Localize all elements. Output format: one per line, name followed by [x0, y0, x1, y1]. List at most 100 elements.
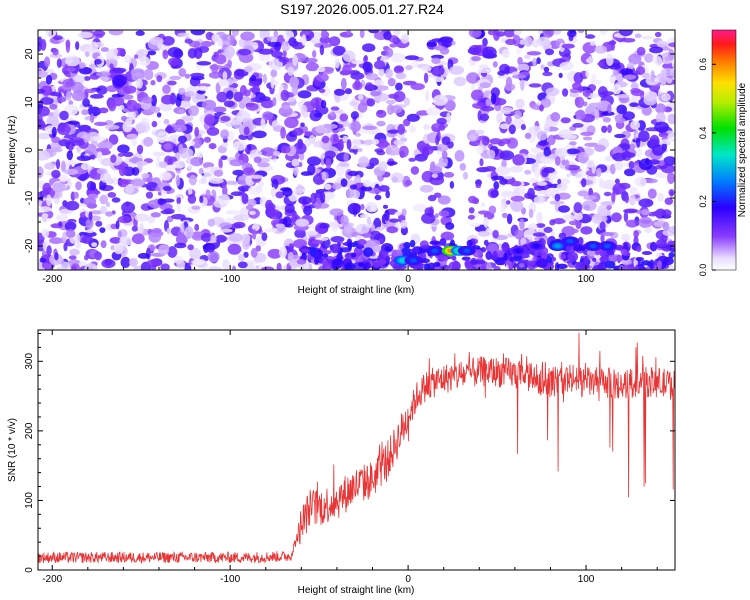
spectrogram-cell: [213, 169, 224, 177]
spectrogram-cell: [655, 103, 666, 114]
spectrogram-cell: [305, 57, 318, 64]
spectrogram-cell: [605, 260, 616, 269]
spectrogram-cell: [461, 256, 471, 261]
spectrogram-cell: [437, 143, 449, 152]
spectrogram-cell: [398, 145, 409, 158]
spectrogram-cell: [526, 51, 542, 56]
spectrogram-cell: [452, 261, 461, 270]
spectrogram-cell: [190, 72, 205, 79]
spectrogram-cell: [81, 235, 94, 244]
spectrogram-cell: [71, 265, 77, 270]
spectrogram-cell: [101, 258, 116, 269]
spectrogram-cell: [444, 99, 456, 112]
spectrogram-cell: [41, 228, 50, 238]
spectrogram-cell: [400, 34, 409, 44]
spectrogram-cell: [441, 150, 448, 160]
spectrogram-cell: [492, 229, 499, 239]
spectrogram-cell: [131, 167, 140, 176]
spectrogram-cell: [505, 115, 512, 125]
spectrogram-cell: [192, 259, 205, 266]
spectrogram-cell: [511, 71, 520, 76]
spectrogram-cell: [536, 181, 548, 186]
spectrogram-cell: [423, 123, 430, 130]
spectrogram-cell: [339, 113, 349, 122]
spectrogram-cell: [194, 126, 200, 137]
spectrogram-cell: [438, 210, 450, 218]
spectrogram-cell: [56, 266, 66, 270]
y-tick-label: 300: [24, 353, 35, 370]
spectrogram-cell: [92, 30, 106, 37]
spectrogram-cell: [562, 88, 569, 97]
spectrogram-cell: [82, 98, 90, 107]
spectrogram-cell: [490, 92, 497, 105]
spectrogram-cell: [49, 237, 63, 245]
spectrogram-cell: [143, 136, 154, 147]
spectrogram-cell: [575, 173, 583, 179]
spectrogram-cell: [528, 83, 542, 88]
spectrogram-cell: [258, 48, 274, 55]
spectrogram-cell: [395, 72, 407, 80]
spectrogram-cell: [623, 74, 636, 80]
spectrogram-cell: [124, 54, 132, 63]
spectrogram-cell: [194, 223, 200, 231]
spectrogram-y-axis: -20 -10 0 10 20: [24, 29, 675, 271]
spectrogram-cell: [72, 74, 85, 85]
spectrogram-cell: [654, 31, 662, 38]
spectrogram-cell: [287, 66, 295, 76]
spectrogram-cell: [307, 164, 316, 176]
spectrogram-cell: [65, 42, 70, 53]
spectrogram-cell: [623, 211, 629, 223]
spectrogram-cell: [72, 139, 86, 146]
spectrogram-cell: [520, 124, 526, 131]
spectrogram-cell: [83, 197, 97, 206]
spectrogram-cell: [375, 109, 387, 118]
spectrogram-cell: [532, 232, 546, 237]
spectrogram-cell: [244, 66, 253, 73]
spectrogram-cell: [252, 130, 267, 139]
spectrogram-cell: [660, 139, 669, 144]
spectrogram-cell: [575, 96, 585, 109]
spectrogram-cell: [638, 216, 653, 228]
spectrogram-cell: [41, 213, 49, 219]
spectrogram-cell: [79, 66, 92, 75]
spectrogram-cell: [119, 236, 134, 246]
spectrogram-cell: [107, 192, 117, 198]
spectrogram-cell: [585, 105, 598, 117]
spectrogram-cell: [523, 229, 538, 240]
spectrogram-cell: [488, 149, 496, 160]
spectrogram-cell: [143, 68, 154, 81]
spectrogram-cell: [366, 216, 372, 225]
spectrogram-cell: [322, 250, 332, 255]
spectrogram-cell: [393, 91, 406, 102]
spectrogram-cell: [592, 265, 604, 270]
spectrogram-cell: [241, 193, 249, 205]
spectrogram-cell: [176, 259, 186, 269]
spectrogram-cell: [517, 56, 523, 66]
spectrogram-cell: [658, 132, 669, 138]
spectrogram-cell: [105, 124, 120, 130]
spectrogram-cell: [221, 142, 229, 148]
spectrogram-cell: [108, 99, 117, 112]
spectrogram-cell: [596, 167, 602, 178]
spectrogram-cell: [621, 233, 631, 242]
spectrogram-cell: [288, 243, 294, 250]
spectrogram-cell: [419, 184, 434, 193]
spectrogram-cell: [280, 89, 290, 102]
spectrogram-cell: [45, 74, 53, 85]
spectrogram-cell: [661, 209, 672, 218]
spectrogram-cell: [48, 92, 62, 96]
spectrogram-cell: [110, 154, 117, 163]
spectrogram-cell: [233, 221, 246, 229]
spectrogram-cell: [45, 30, 57, 38]
spectrogram-cell: [635, 66, 646, 76]
spectrogram-cell: [218, 79, 230, 87]
spectrogram-cell: [108, 134, 119, 145]
spectrogram-cell: [374, 194, 382, 201]
spectrogram-cell: [488, 205, 497, 215]
spectrogram-cell: [370, 203, 378, 212]
spectrogram-cell: [117, 144, 130, 154]
spectrogram-cell: [51, 169, 61, 179]
spectrogram-cell: [629, 194, 636, 206]
x-tick-label: 0: [405, 574, 411, 585]
spectrogram-cell: [164, 165, 176, 172]
